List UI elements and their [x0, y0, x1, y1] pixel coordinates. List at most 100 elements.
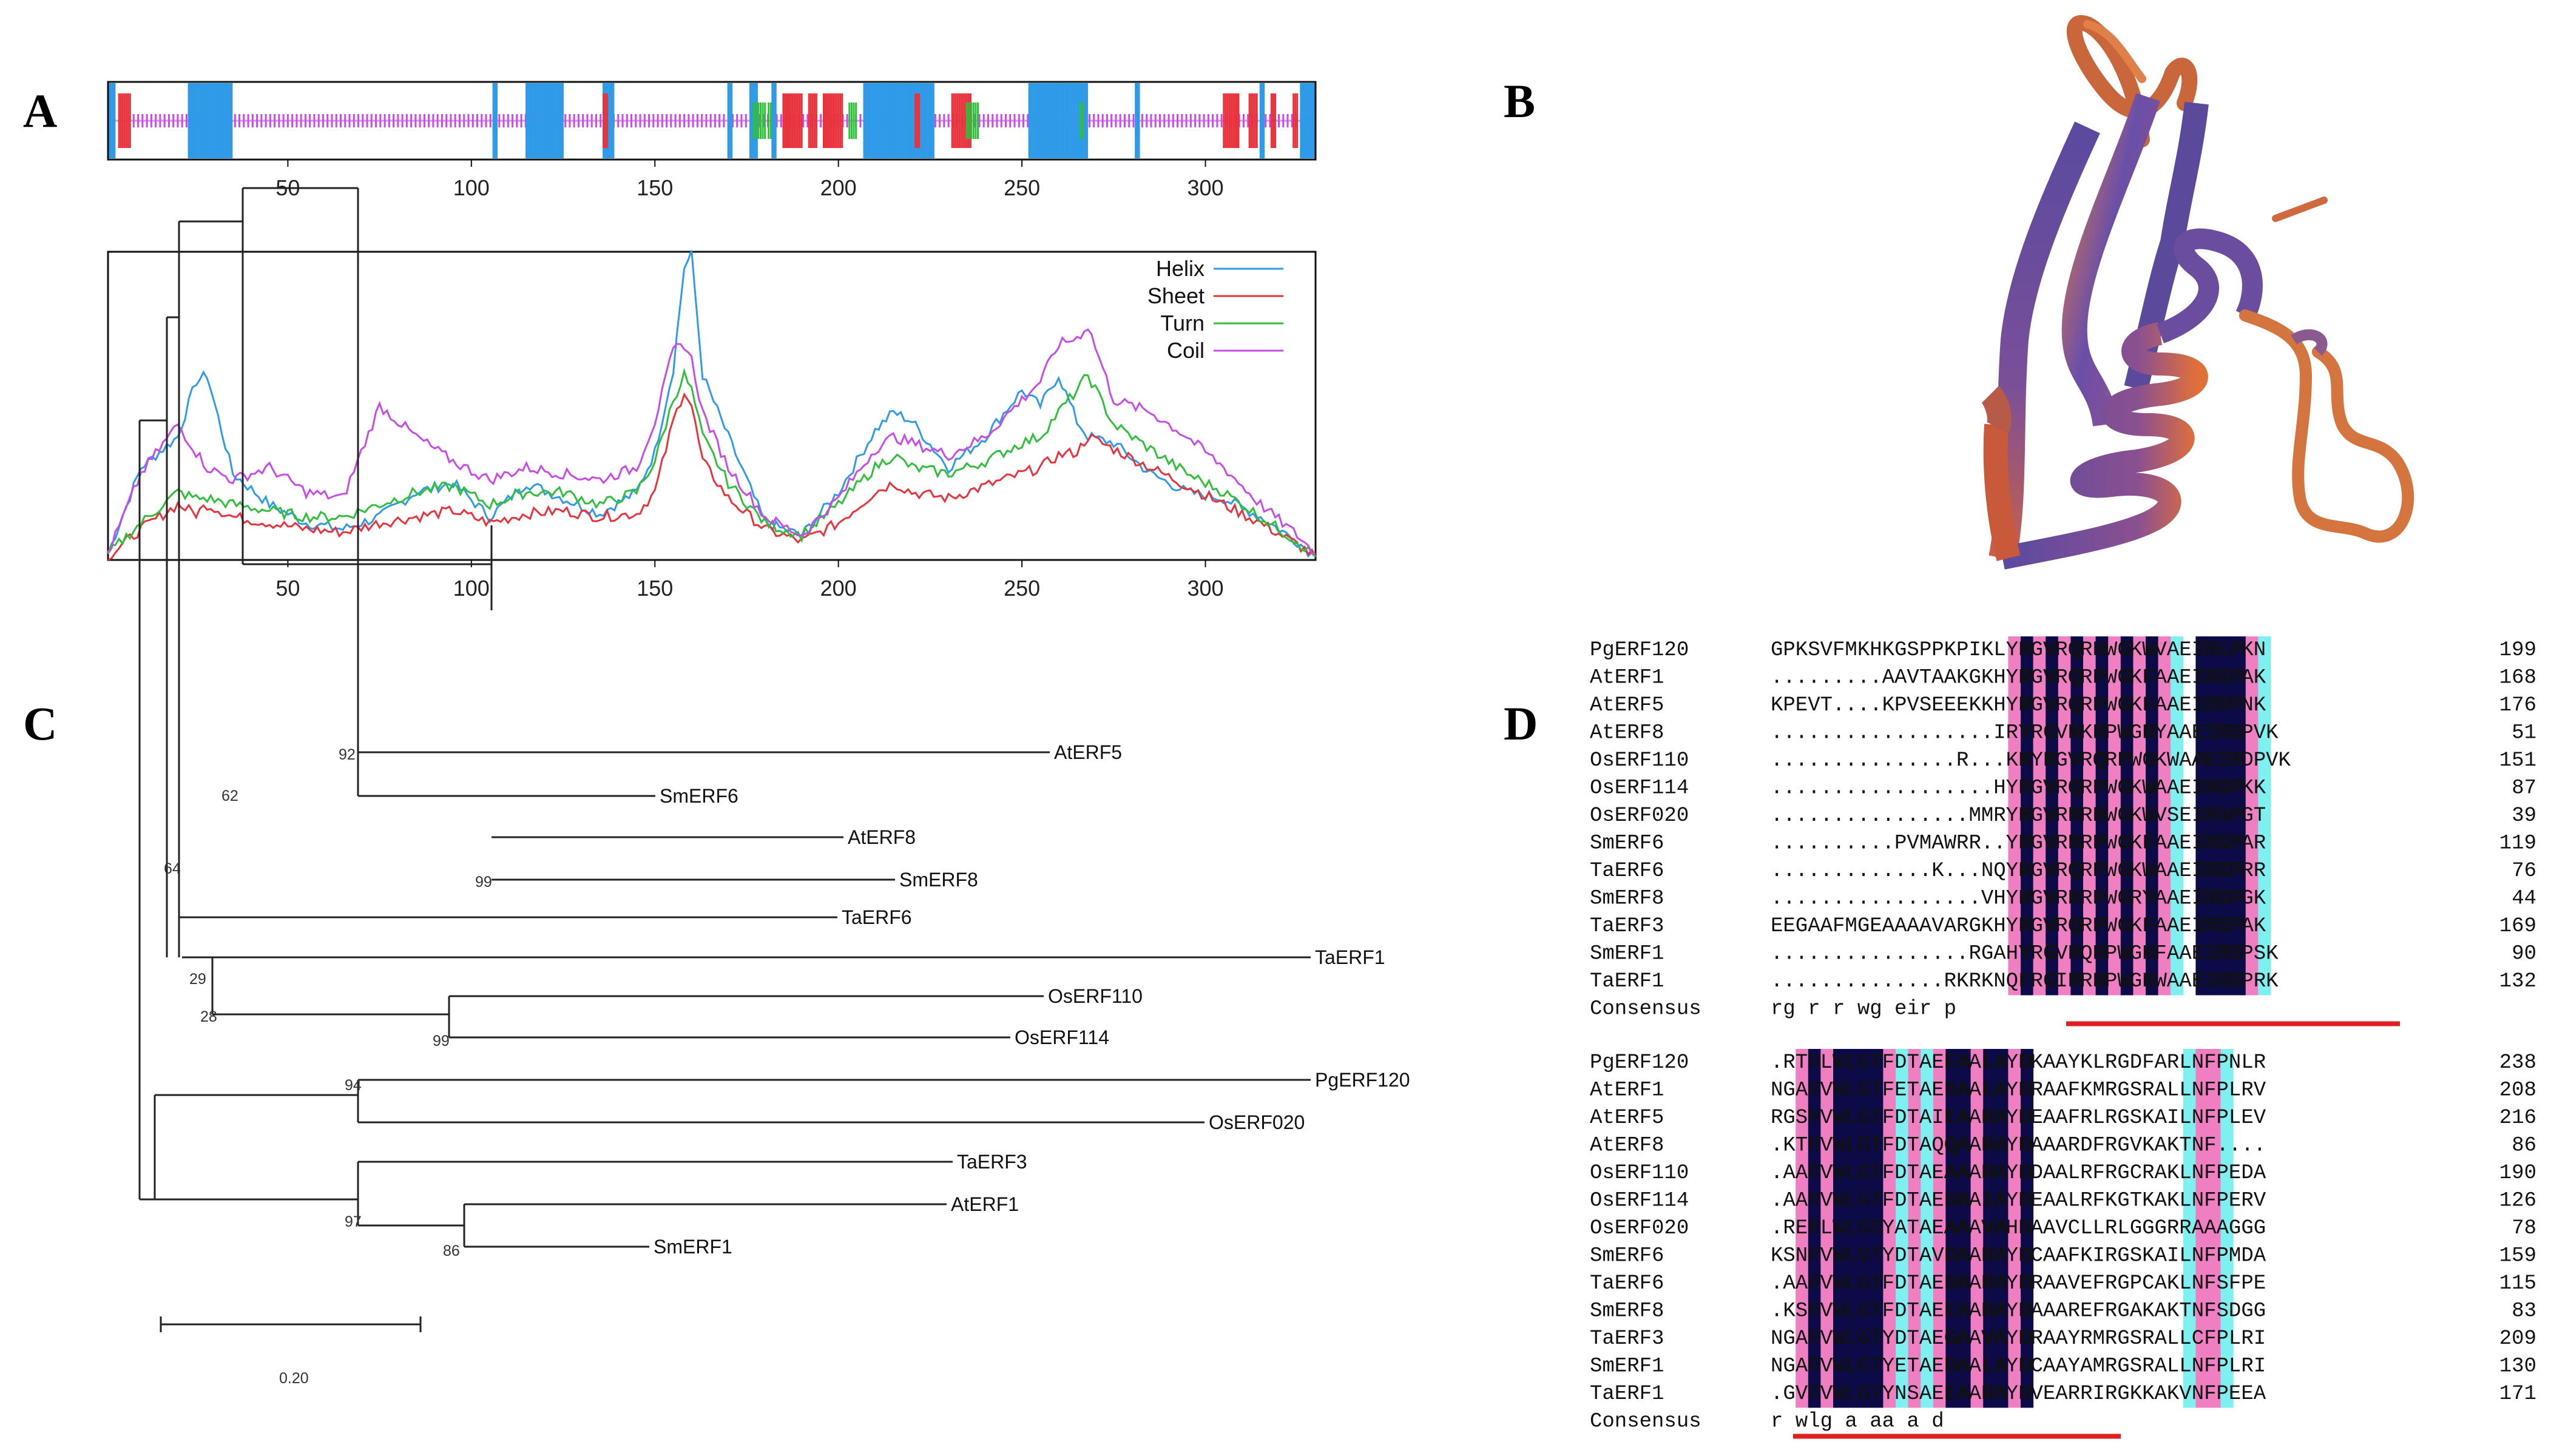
svg-text:D: D	[2021, 1355, 2033, 1378]
svg-text:L: L	[1846, 1190, 1858, 1213]
svg-text:A: A	[1958, 1327, 1971, 1350]
svg-text:V: V	[2070, 749, 2083, 772]
svg-text:G: G	[1858, 1107, 1870, 1130]
sequence-residues: KSNRVWLGTYDTAVDAARAYDCAAFKIRGSKAILNFPMDA	[1771, 1245, 2266, 1268]
svg-text:G: G	[1858, 1051, 1870, 1074]
sequence-name: AtERF5	[1590, 1107, 1664, 1130]
consensus-label: Consensus	[1590, 998, 1701, 1021]
svg-text:R: R	[2208, 667, 2220, 690]
svg-text:D: D	[2021, 1383, 2033, 1406]
taxon-label: AtERF5	[1054, 741, 1122, 763]
bootstrap-value: 29	[189, 971, 206, 988]
svg-text:V: V	[1983, 1217, 1996, 1240]
svg-text:K: K	[2146, 970, 2158, 993]
svg-text:R: R	[2221, 970, 2233, 993]
sequence-position: 209	[2499, 1327, 2536, 1350]
sequence-residues: .............K...NQYRGVRQRPWGKWAAEIRDPRR	[1771, 860, 2266, 883]
sequence-name: AtERF8	[1590, 1134, 1664, 1158]
svg-text:A: A	[1945, 1162, 1958, 1185]
sequence-residues: .AARVWLGTFDTAEAAARAYDDAALRFRGCRAKLNFPEDA	[1771, 1162, 2266, 1185]
sequence-position: 199	[2499, 639, 2536, 662]
svg-text:G: G	[2121, 667, 2133, 690]
svg-text:R: R	[2021, 694, 2033, 717]
svg-text:G: G	[2121, 888, 2133, 911]
svg-text:V: V	[2046, 777, 2058, 800]
svg-text:D: D	[2221, 777, 2233, 800]
svg-text:I: I	[2195, 832, 2208, 855]
svg-text:P: P	[2096, 777, 2108, 800]
svg-text:A: A	[1996, 1300, 2009, 1323]
svg-text:L: L	[1846, 1134, 1858, 1158]
svg-text:S: S	[1871, 1217, 1883, 1240]
bootstrap-value: 92	[339, 746, 356, 763]
sequence-residues: ..................IRYRGVRKRPWGRYAAEIRDPV…	[1771, 722, 2279, 745]
svg-text:K: K	[2070, 888, 2083, 911]
sequence-residues: GPKSVFMKHKGSPPKPIKLYRGVRQRHWGKWVAEIRLPKN	[1771, 639, 2266, 662]
sequence-residues: ................MMRYRGVRRRRWGKWVSEIRVPGT	[1771, 804, 2266, 827]
svg-text:G: G	[1858, 1190, 1870, 1213]
sequence-name: OsERF114	[1590, 777, 1689, 800]
svg-text:W: W	[1833, 1190, 1846, 1213]
svg-text:W: W	[2146, 777, 2158, 800]
sequence-residues: KPEVT....KPVSEEEKKHYRGVRQRPWGKFAAEIRDPNK	[1771, 694, 2266, 717]
svg-text:R: R	[2021, 804, 2033, 827]
svg-text:G: G	[1858, 1355, 1870, 1378]
svg-text:G: G	[1858, 1217, 1870, 1240]
svg-text:I: I	[2195, 804, 2208, 827]
svg-text:R: R	[1983, 1300, 1995, 1323]
svg-text:R: R	[1983, 1383, 1995, 1406]
sequence-position: 159	[2499, 1245, 2536, 1268]
sequence-position: 176	[2499, 694, 2536, 717]
svg-text:G: G	[1858, 1079, 1870, 1102]
svg-text:T: T	[1871, 1162, 1883, 1185]
strip-tick-label: 150	[637, 175, 673, 200]
chart-tick-label: 200	[820, 576, 857, 601]
sequence-residues: NGARVWLGTYETAEDAALAYDCAAYAMRGSRALLNFPLRI	[1771, 1355, 2266, 1378]
svg-text:R: R	[2021, 777, 2033, 800]
svg-text:D: D	[2233, 970, 2245, 993]
series-line-helix	[107, 250, 1317, 558]
svg-text:A: A	[1996, 1134, 2009, 1158]
chart-tick-label: 100	[453, 576, 490, 601]
svg-text:E: E	[2208, 749, 2220, 772]
svg-text:R: R	[2096, 943, 2108, 966]
svg-text:W: W	[1833, 1272, 1846, 1295]
svg-text:D: D	[2021, 1107, 2033, 1130]
svg-text:W: W	[1833, 1107, 1846, 1130]
svg-text:R: R	[2070, 804, 2083, 827]
svg-text:R: R	[1983, 1245, 1995, 1268]
svg-text:A: A	[1996, 1355, 2009, 1378]
svg-text:D: D	[2221, 888, 2233, 911]
svg-text:I: I	[2195, 667, 2208, 690]
svg-text:A: A	[1958, 1300, 1971, 1323]
svg-text:L: L	[1846, 1272, 1858, 1295]
svg-text:D: D	[2021, 1190, 2033, 1213]
svg-text:R: R	[2070, 832, 2083, 855]
svg-text:V: V	[2046, 915, 2058, 938]
sequence-name: AtERF8	[1590, 722, 1664, 745]
svg-text:R: R	[2233, 749, 2245, 772]
svg-text:G: G	[1858, 1162, 1870, 1185]
svg-text:A: A	[1996, 1245, 2009, 1268]
svg-text:Q: Q	[2070, 860, 2083, 883]
series-line-turn	[107, 368, 1317, 558]
svg-text:E: E	[1945, 1107, 1958, 1130]
svg-text:W: W	[1833, 1079, 1846, 1102]
bootstrap-value: 99	[433, 1033, 450, 1050]
svg-text:L: L	[1983, 1079, 1995, 1102]
svg-text:D: D	[2021, 1079, 2033, 1102]
svg-text:A: A	[1958, 1134, 1971, 1158]
sequence-residues: ..................HYRGVRQRPWGKWAAEIRDPKK	[1771, 777, 2266, 800]
svg-text:R: R	[2021, 667, 2033, 690]
bootstrap-value: 28	[200, 1008, 217, 1025]
taxon-label: TaERF6	[842, 906, 912, 928]
sequence-name: TaERF6	[1590, 1272, 1664, 1295]
svg-text:R: R	[2208, 777, 2220, 800]
svg-text:Y: Y	[2021, 943, 2033, 966]
svg-text:R: R	[2208, 694, 2220, 717]
sequence-residues: ...............R...KRYRGVRQRPWGKWAAEIRDP…	[1771, 749, 2291, 772]
sequence-name: SmERF6	[1590, 832, 1664, 855]
svg-text:L: L	[1846, 1300, 1858, 1323]
svg-text:A: A	[1996, 1327, 2009, 1350]
